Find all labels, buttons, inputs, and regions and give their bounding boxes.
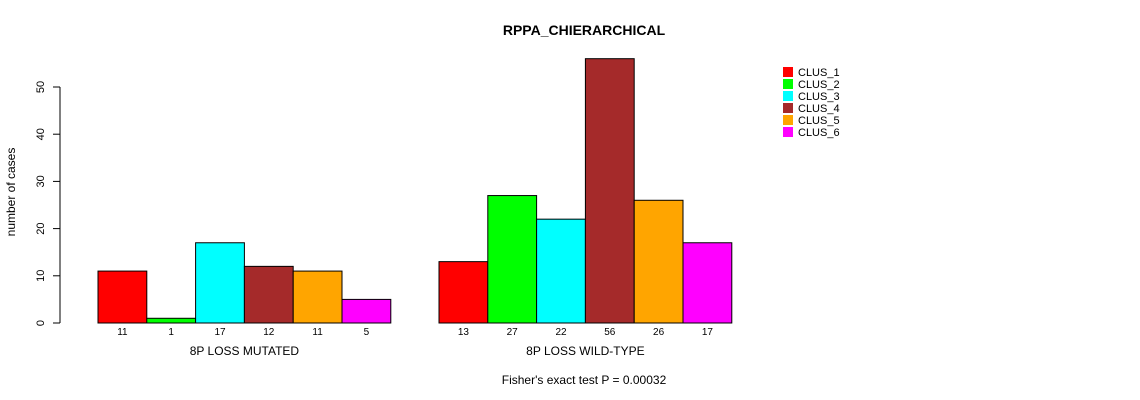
fisher-test-label: Fisher's exact test P = 0.00032 [502,373,667,387]
bar-count-label: 56 [604,327,616,338]
legend-label: CLUS_6 [798,127,840,139]
legend-swatch [783,103,793,113]
bar-clus_4-group-1 [243,265,294,324]
category-label: 8P LOSS WILD-TYPE [526,344,644,358]
bar-clus_4-group-2 [584,58,635,324]
bar-clus_3-group-1 [195,242,245,324]
legend-swatch [783,115,793,125]
legend-swatch [783,91,793,101]
legend-label: CLUS_1 [798,67,840,79]
bar-count-label: 12 [263,327,275,338]
y-axis-label: number of cases [4,148,18,237]
y-tick-label: 10 [35,270,47,282]
bar-clus_6-group-2 [682,242,733,324]
bar-count-label: 1 [168,327,174,338]
chart-title: RPPA_CHIERARCHICAL [503,22,666,38]
bar-count-label: 22 [555,327,567,338]
bar-count-label: 11 [312,327,323,338]
bar-count-label: 13 [458,327,470,338]
y-tick-label: 50 [35,81,47,93]
bars [97,58,733,324]
bar-clus_2-group-1 [146,317,197,324]
bar-clus_2-group-2 [487,195,538,324]
bar-count-label: 11 [117,327,128,338]
y-tick-label: 30 [35,175,47,187]
bar-clus_5-group-2 [633,199,684,324]
bar-count-label: 17 [214,327,226,338]
y-tick-label: 20 [35,222,47,234]
legend-label: CLUS_3 [798,91,840,103]
legend-label: CLUS_5 [798,115,840,127]
bar-clus_3-group-2 [536,218,586,324]
bar-count-label: 26 [653,327,665,338]
bar-count-label: 5 [364,327,370,338]
bar-clus_1-group-1 [97,270,148,324]
y-axis: 0 10 20 30 40 50 [35,81,61,326]
legend-swatch [783,127,793,137]
legend-label: CLUS_4 [798,103,840,115]
bar-count-label: 27 [507,327,519,338]
legend-swatch [783,67,793,77]
bar-count-label: 17 [702,327,714,338]
category-labels: 8P LOSS MUTATED 8P LOSS WILD-TYPE [190,344,645,358]
bar-clus_6-group-1 [341,298,392,324]
count-labels: 11 1 17 12 11 5 13 27 22 56 26 17 [117,327,713,338]
legend-label: CLUS_2 [798,79,840,91]
bar-clus_5-group-1 [292,270,343,324]
legend-swatch [783,79,793,89]
y-tick-label: 0 [35,320,47,326]
bar-clus_1-group-2 [438,261,489,324]
category-label: 8P LOSS MUTATED [190,344,300,358]
y-tick-label: 40 [35,128,47,140]
